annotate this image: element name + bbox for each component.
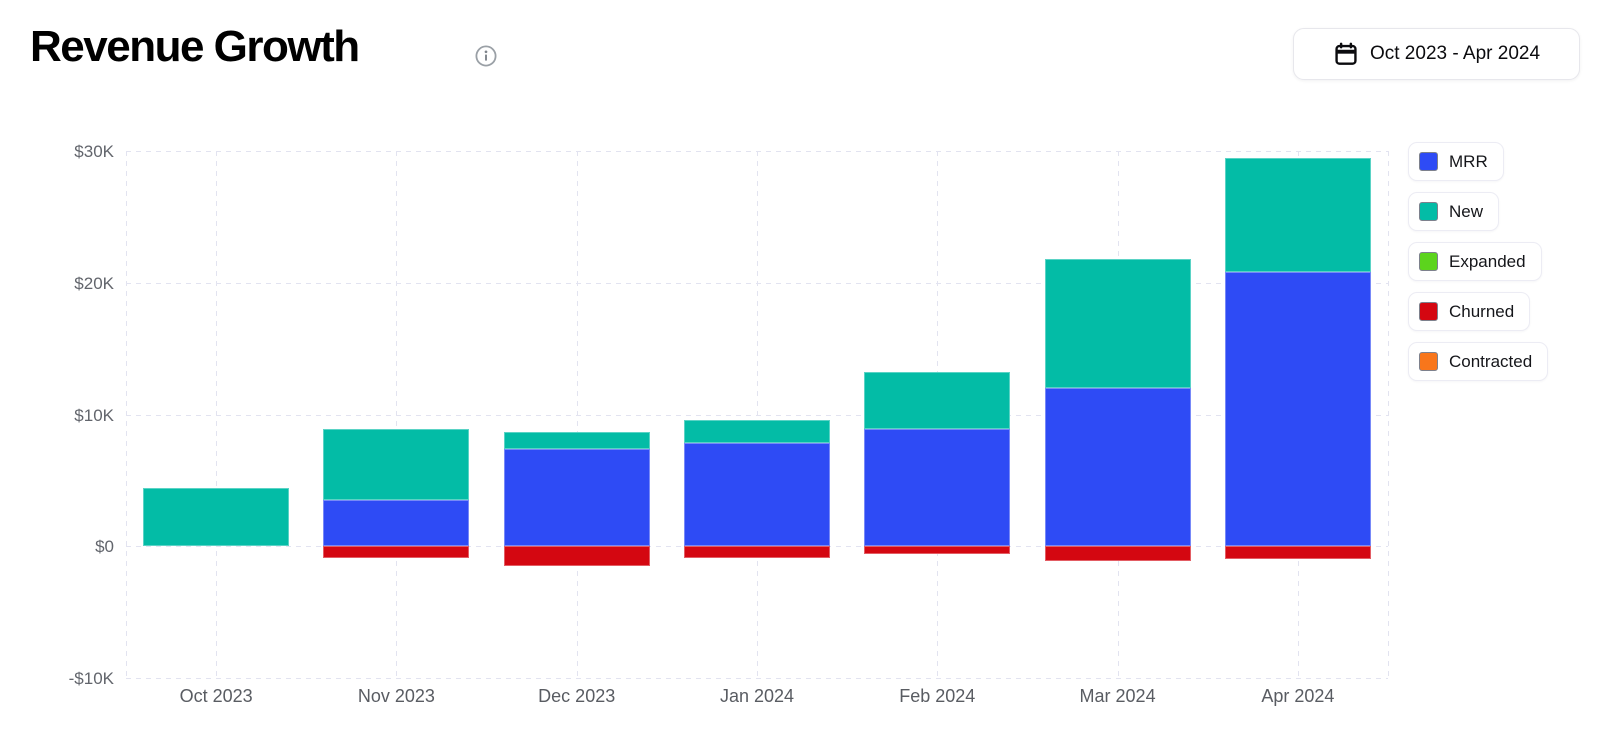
x-axis-label: Oct 2023 — [179, 686, 253, 706]
date-range-label: Oct 2023 - Apr 2024 — [1369, 43, 1541, 64]
legend-swatch — [1419, 152, 1438, 171]
x-axis-label: Apr 2024 — [1261, 686, 1335, 706]
bar-segment-new[interactable] — [143, 488, 290, 547]
page-title: Revenue Growth — [30, 22, 360, 71]
bar-segment-churned[interactable] — [864, 546, 1011, 555]
y-axis-label: -$10K — [68, 669, 114, 688]
x-axis-label: Dec 2023 — [538, 686, 616, 706]
y-axis-label: $30K — [74, 142, 114, 161]
bar-segment-new[interactable] — [503, 431, 650, 449]
bar-segment-churned[interactable] — [1224, 546, 1371, 560]
legend-swatch — [1419, 252, 1438, 271]
bar-segment-new[interactable] — [864, 372, 1011, 429]
x-axis-label: Nov 2023 — [357, 686, 435, 706]
bar-segment-mrr[interactable] — [684, 443, 830, 547]
legend-item-expanded[interactable]: Expanded — [1408, 242, 1542, 281]
legend-item-churned[interactable]: Churned — [1408, 292, 1531, 331]
bar-segment-churned[interactable] — [323, 546, 470, 559]
legend-item-label: MRR — [1449, 151, 1488, 171]
gridline-vertical — [757, 151, 758, 678]
bar-segment-churned[interactable] — [684, 546, 830, 559]
legend-item-mrr[interactable]: MRR — [1408, 142, 1504, 181]
bar-segment-new[interactable] — [1224, 157, 1371, 273]
x-axis-label: Jan 2024 — [719, 686, 795, 706]
legend-item-label: New — [1449, 201, 1484, 221]
legend-item-label: Expanded — [1449, 251, 1526, 271]
gridline-vertical — [1388, 151, 1389, 678]
bar-segment-churned[interactable] — [1044, 546, 1191, 561]
y-axis-label: $0 — [95, 537, 114, 557]
gridline-vertical — [216, 151, 218, 678]
chart-plot-area — [126, 151, 1389, 679]
x-axis-label: Mar 2024 — [1079, 686, 1156, 706]
gridline-vertical — [576, 151, 578, 678]
calendar-icon — [1333, 41, 1359, 67]
bar-segment-mrr[interactable] — [1044, 388, 1191, 547]
x-axis-label: Feb 2024 — [899, 686, 976, 706]
legend-item-label: Churned — [1449, 301, 1515, 321]
legend-swatch — [1419, 352, 1438, 371]
bar-segment-churned[interactable] — [503, 546, 650, 566]
legend-item-label: Contracted — [1449, 351, 1533, 371]
gridline-vertical — [396, 151, 398, 678]
bar-segment-new[interactable] — [323, 428, 470, 501]
y-axis-label: $20K — [74, 273, 114, 293]
bar-segment-mrr[interactable] — [1224, 272, 1371, 547]
bar-segment-new[interactable] — [1044, 259, 1191, 389]
legend-swatch — [1419, 302, 1438, 321]
y-axis-label: $10K — [74, 405, 114, 425]
chart-legend: MRR New Expanded Churned Contracted — [1408, 142, 1549, 381]
legend-item-new[interactable]: New — [1408, 192, 1500, 231]
info-icon[interactable] — [474, 44, 498, 68]
bar-segment-mrr[interactable] — [323, 500, 470, 547]
gridline-vertical — [126, 151, 127, 678]
gridline-horizontal — [126, 678, 1388, 679]
bar-segment-new[interactable] — [684, 419, 830, 444]
bar-segment-mrr[interactable] — [503, 448, 650, 547]
bar-segment-mrr[interactable] — [864, 428, 1011, 547]
legend-swatch — [1419, 202, 1438, 221]
date-range-button[interactable]: Oct 2023 - Apr 2024 — [1293, 28, 1580, 80]
legend-item-contracted[interactable]: Contracted — [1408, 342, 1549, 381]
